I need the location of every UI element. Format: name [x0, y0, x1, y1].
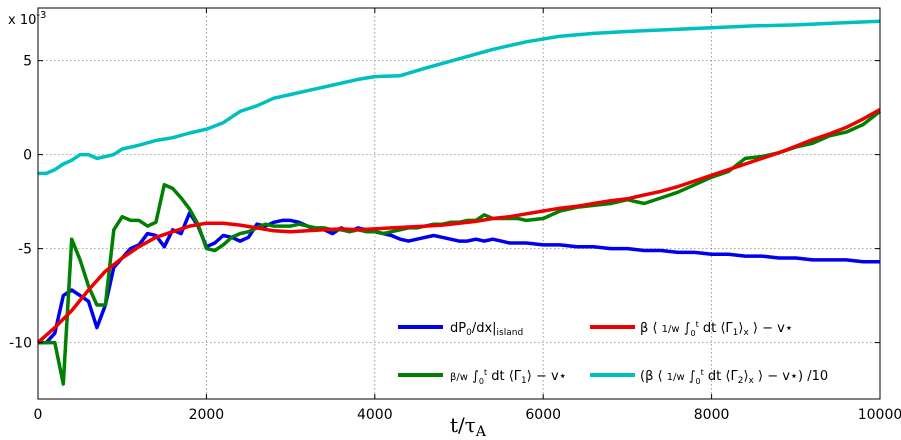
series-line-4	[38, 19, 881, 176]
y-tick-label: 0	[23, 148, 32, 164]
y-tick-label: -5	[18, 242, 32, 258]
series-line-2	[38, 110, 882, 386]
x-tick-label: 6000	[525, 407, 561, 423]
y-tick-label: 5	[23, 54, 32, 70]
legend-label-4: (β ⟨ 1/w ∫0t dt ⟨Γ2⟩x ⟩ − v⋆) /10	[640, 368, 828, 386]
x-tick-label: 10000	[858, 407, 901, 423]
x-tick-labels: 0 2000 4000 6000 8000 10000	[34, 407, 901, 423]
series-line-3	[36, 107, 881, 344]
legend-label-3: β ⟨ 1/w ∫0t dt ⟨Γ1⟩x ⟩ − v⋆	[640, 320, 793, 338]
series-group	[36, 19, 882, 386]
legend-label-2: β/w ∫0t dt ⟨Γ1⟩ − v⋆	[450, 368, 567, 386]
x-tick-label: 0	[34, 407, 43, 423]
tick-marks	[37, 8, 881, 399]
x-tick-label: 4000	[357, 407, 393, 423]
x-tick-label: 2000	[189, 407, 225, 423]
y-tick-label: -10	[9, 336, 32, 352]
grid	[38, 8, 880, 399]
plot-frame	[37, 7, 881, 400]
x-tick-label: 8000	[694, 407, 730, 423]
y-tick-labels: -10 -5 0 5	[9, 54, 32, 352]
legend: dP0/dx|island β ⟨ 1/w ∫0t dt ⟨Γ1⟩x ⟩ − v…	[398, 320, 828, 386]
